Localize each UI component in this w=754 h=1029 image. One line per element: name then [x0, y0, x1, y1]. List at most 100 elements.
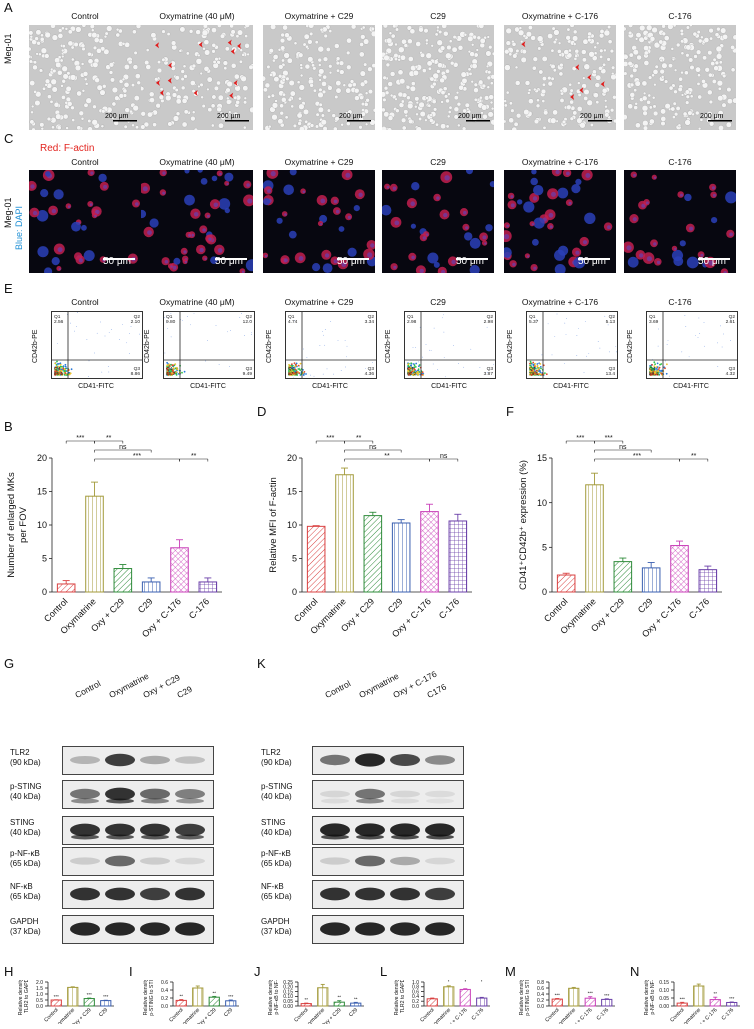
- bar-Oxymatrine: [444, 987, 454, 1006]
- cell: [29, 60, 33, 64]
- cell: [427, 253, 438, 264]
- cell: [431, 44, 434, 47]
- cell: [95, 78, 100, 83]
- cell: [635, 102, 638, 105]
- cell: [247, 53, 250, 56]
- cell: [176, 112, 180, 116]
- cell: [234, 74, 239, 79]
- y-axis-label: CD41⁺CD42b⁺ expression (%): [518, 460, 529, 590]
- cell: [519, 27, 522, 30]
- cell: [244, 97, 247, 100]
- cell: [414, 105, 417, 108]
- cell: [36, 53, 39, 56]
- cell: [633, 68, 638, 73]
- cell: [36, 30, 41, 35]
- bar-Oxy + C29: [614, 562, 632, 592]
- cell: [360, 35, 365, 40]
- cell: [71, 46, 74, 49]
- cell: [326, 47, 330, 51]
- cell: [644, 60, 649, 65]
- arrow-icon: [168, 78, 172, 84]
- panel-A-title-3: C29: [382, 11, 494, 21]
- cell: [471, 43, 474, 46]
- cell: [360, 82, 365, 87]
- quadrant-value: 4.74: [288, 319, 298, 325]
- cell: [318, 58, 322, 62]
- scale-bar: [588, 120, 612, 122]
- cell: [424, 28, 429, 33]
- cell: [487, 86, 490, 89]
- cell: [468, 36, 474, 42]
- cell: [39, 69, 43, 73]
- cell: [425, 119, 428, 122]
- cell: [241, 76, 247, 82]
- cell: [719, 61, 722, 64]
- cell: [426, 53, 432, 59]
- cell: [440, 124, 445, 129]
- cell: [422, 69, 426, 73]
- cell: [491, 107, 494, 110]
- cell: [157, 60, 160, 63]
- cell: [45, 83, 48, 86]
- cell: [81, 225, 87, 231]
- bar-Oxy + C-176: [671, 546, 689, 592]
- cell: [283, 25, 288, 30]
- cell: [332, 114, 336, 118]
- cell: [351, 25, 356, 29]
- y-tick-label: 0.2: [161, 996, 168, 1002]
- cell: [280, 38, 285, 43]
- panel-A-scale-2: 200 μm: [339, 113, 363, 120]
- cell: [37, 246, 48, 257]
- y-tick-label: 0: [292, 587, 297, 597]
- cell: [524, 109, 530, 115]
- cell: [265, 83, 270, 88]
- bar-Oxy + C-176: [710, 1000, 720, 1006]
- cell: [515, 66, 518, 69]
- panel-I-letter: I: [129, 964, 133, 979]
- cell: [303, 109, 309, 115]
- band: [140, 789, 170, 800]
- bar-Oxymatrine: [318, 988, 328, 1006]
- cell: [211, 28, 216, 33]
- cell: [327, 109, 331, 113]
- cell: [184, 74, 188, 78]
- cell: [482, 84, 486, 88]
- cell: [548, 81, 553, 86]
- bar-Oxymatrine: [193, 988, 203, 1006]
- cell: [457, 124, 460, 127]
- cell: [416, 41, 421, 46]
- cell: [58, 33, 63, 38]
- band: [320, 857, 350, 864]
- cell: [547, 76, 551, 80]
- cell: [528, 99, 533, 104]
- cell: [539, 70, 543, 74]
- cell: [536, 104, 540, 108]
- cell: [506, 91, 509, 94]
- panel_K-lane-label-3: C176: [425, 682, 448, 700]
- cell: [124, 125, 128, 129]
- cell: [154, 77, 158, 81]
- band: [140, 888, 170, 900]
- cell: [312, 263, 320, 271]
- cell: [413, 70, 419, 76]
- cell: [704, 37, 709, 42]
- cell: [570, 100, 574, 104]
- cell: [319, 69, 325, 75]
- cell: [318, 64, 321, 67]
- cell: [587, 100, 593, 106]
- cell: [105, 32, 109, 36]
- cell: [273, 54, 278, 59]
- panel-E-title-0: Control: [29, 297, 141, 307]
- cell: [204, 66, 209, 71]
- y-tick-label: 0.4: [161, 988, 168, 994]
- cell: [570, 25, 575, 28]
- cell: [321, 81, 326, 86]
- cell: [634, 106, 638, 110]
- cell: [47, 95, 51, 99]
- cell: [132, 30, 136, 34]
- cell: [590, 123, 593, 126]
- panel_G-blot-strip-5: [62, 915, 214, 944]
- cell: [290, 170, 297, 175]
- cell: [671, 47, 674, 50]
- x-tick-label: C-176: [471, 1007, 485, 1021]
